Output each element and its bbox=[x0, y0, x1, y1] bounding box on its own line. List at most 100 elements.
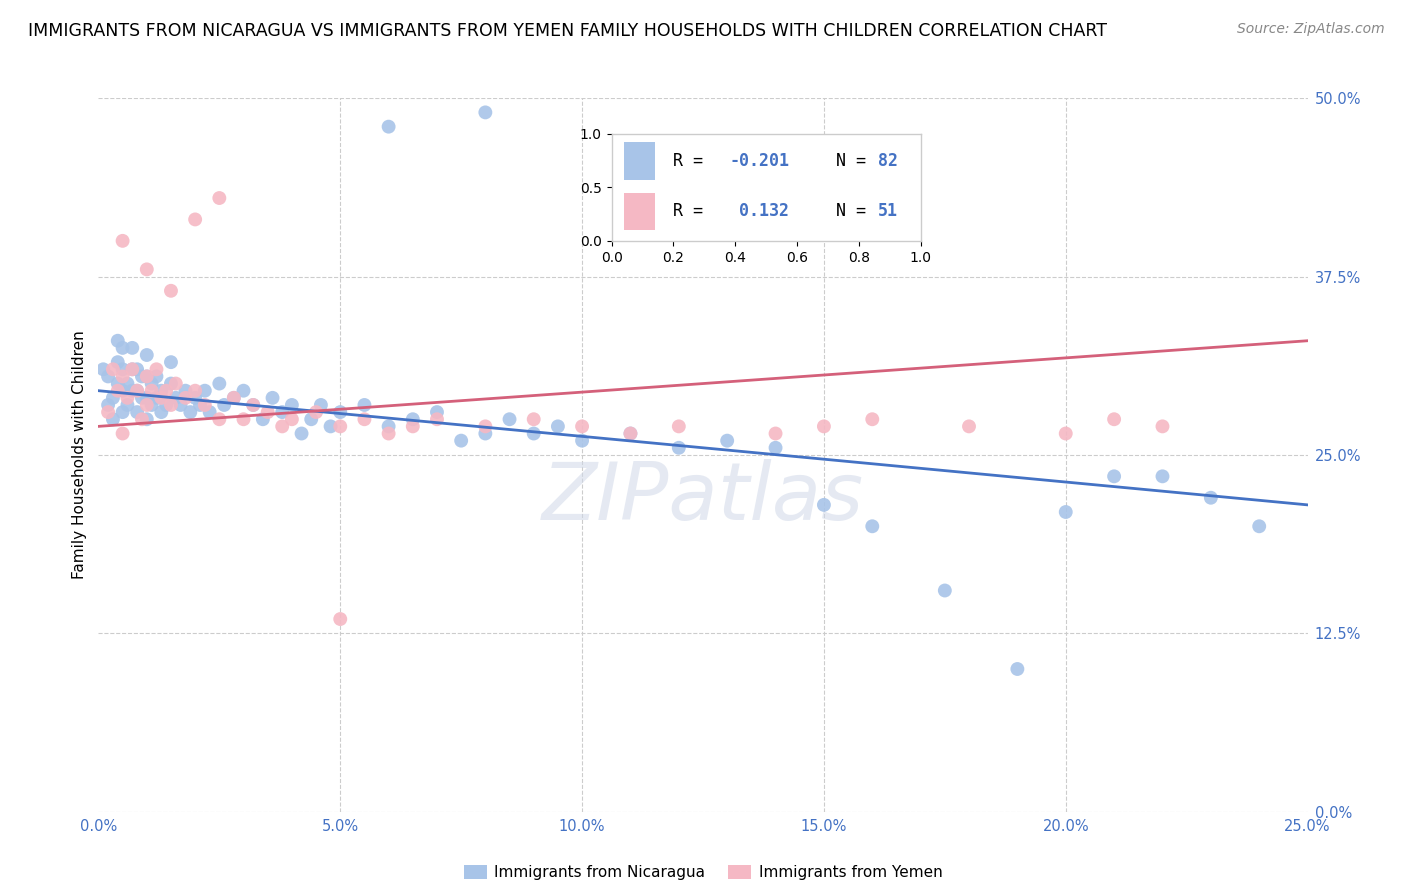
Point bbox=[160, 284, 183, 298]
Point bbox=[1152, 419, 1174, 434]
Point bbox=[107, 376, 129, 391]
Point bbox=[111, 234, 134, 248]
Point bbox=[426, 405, 449, 419]
Point bbox=[377, 419, 399, 434]
Point bbox=[353, 412, 375, 426]
Point bbox=[252, 412, 274, 426]
Point bbox=[377, 120, 399, 134]
Point bbox=[329, 612, 352, 626]
Text: IMMIGRANTS FROM NICARAGUA VS IMMIGRANTS FROM YEMEN FAMILY HOUSEHOLDS WITH CHILDR: IMMIGRANTS FROM NICARAGUA VS IMMIGRANTS … bbox=[28, 22, 1107, 40]
Point bbox=[141, 376, 163, 391]
Point bbox=[860, 412, 883, 426]
Point bbox=[127, 405, 149, 419]
Point bbox=[155, 384, 177, 398]
Point bbox=[107, 355, 129, 369]
Point bbox=[402, 419, 425, 434]
Point bbox=[121, 362, 143, 376]
Point bbox=[184, 391, 207, 405]
Point bbox=[281, 412, 304, 426]
Point bbox=[131, 391, 153, 405]
Point bbox=[242, 398, 264, 412]
FancyBboxPatch shape bbox=[624, 193, 655, 230]
Point bbox=[309, 398, 332, 412]
Point bbox=[117, 391, 139, 405]
Point bbox=[145, 362, 167, 376]
Point bbox=[145, 369, 167, 384]
Point bbox=[547, 419, 569, 434]
Point bbox=[150, 384, 173, 398]
Point bbox=[111, 426, 134, 441]
Point bbox=[498, 412, 520, 426]
Point bbox=[141, 398, 163, 412]
Point bbox=[256, 405, 278, 419]
Point bbox=[262, 391, 284, 405]
Point bbox=[135, 369, 157, 384]
Point bbox=[111, 369, 134, 384]
Point bbox=[222, 391, 245, 405]
Point bbox=[117, 376, 139, 391]
Point bbox=[1102, 469, 1125, 483]
Text: 51: 51 bbox=[877, 202, 897, 220]
Legend: Immigrants from Nicaragua, Immigrants from Yemen: Immigrants from Nicaragua, Immigrants fr… bbox=[457, 859, 949, 886]
Point bbox=[165, 376, 187, 391]
Point bbox=[271, 419, 294, 434]
Point bbox=[319, 419, 342, 434]
Point bbox=[281, 398, 304, 412]
Point bbox=[141, 384, 163, 398]
Point bbox=[198, 405, 221, 419]
Text: 82: 82 bbox=[877, 153, 897, 170]
Point bbox=[160, 398, 183, 412]
Point bbox=[1054, 426, 1077, 441]
Point bbox=[101, 391, 124, 405]
Point bbox=[668, 441, 690, 455]
Point bbox=[127, 362, 149, 376]
Point bbox=[169, 398, 191, 412]
Point bbox=[402, 412, 425, 426]
Point bbox=[232, 384, 254, 398]
Point bbox=[1152, 469, 1174, 483]
Point bbox=[571, 434, 593, 448]
Point bbox=[212, 398, 235, 412]
Point bbox=[716, 434, 738, 448]
Point bbox=[474, 426, 496, 441]
Y-axis label: Family Households with Children: Family Households with Children bbox=[72, 331, 87, 579]
Point bbox=[957, 419, 980, 434]
Point bbox=[174, 384, 197, 398]
Point bbox=[208, 376, 231, 391]
Point bbox=[934, 583, 956, 598]
Point bbox=[127, 384, 149, 398]
Point bbox=[765, 441, 787, 455]
Point bbox=[305, 405, 328, 419]
Point bbox=[353, 398, 375, 412]
Point bbox=[160, 376, 183, 391]
Point bbox=[242, 398, 264, 412]
Point bbox=[1249, 519, 1271, 533]
Point bbox=[813, 419, 835, 434]
Point bbox=[91, 362, 114, 376]
Point bbox=[179, 405, 201, 419]
Point bbox=[426, 412, 449, 426]
Point bbox=[97, 369, 120, 384]
Point bbox=[184, 384, 207, 398]
Point bbox=[121, 362, 143, 376]
Point bbox=[165, 391, 187, 405]
Text: N =: N = bbox=[815, 153, 876, 170]
Point bbox=[111, 341, 134, 355]
Point bbox=[194, 384, 217, 398]
Point bbox=[101, 362, 124, 376]
Point bbox=[135, 412, 157, 426]
Point bbox=[194, 398, 217, 412]
Point bbox=[271, 405, 294, 419]
Point bbox=[127, 384, 149, 398]
Point bbox=[668, 419, 690, 434]
FancyBboxPatch shape bbox=[624, 143, 655, 180]
Point bbox=[160, 355, 183, 369]
Point bbox=[135, 369, 157, 384]
Point bbox=[150, 391, 173, 405]
Point bbox=[1199, 491, 1222, 505]
Point bbox=[145, 391, 167, 405]
Text: N =: N = bbox=[815, 202, 876, 220]
Point bbox=[135, 391, 157, 405]
Text: Source: ZipAtlas.com: Source: ZipAtlas.com bbox=[1237, 22, 1385, 37]
Point bbox=[131, 412, 153, 426]
